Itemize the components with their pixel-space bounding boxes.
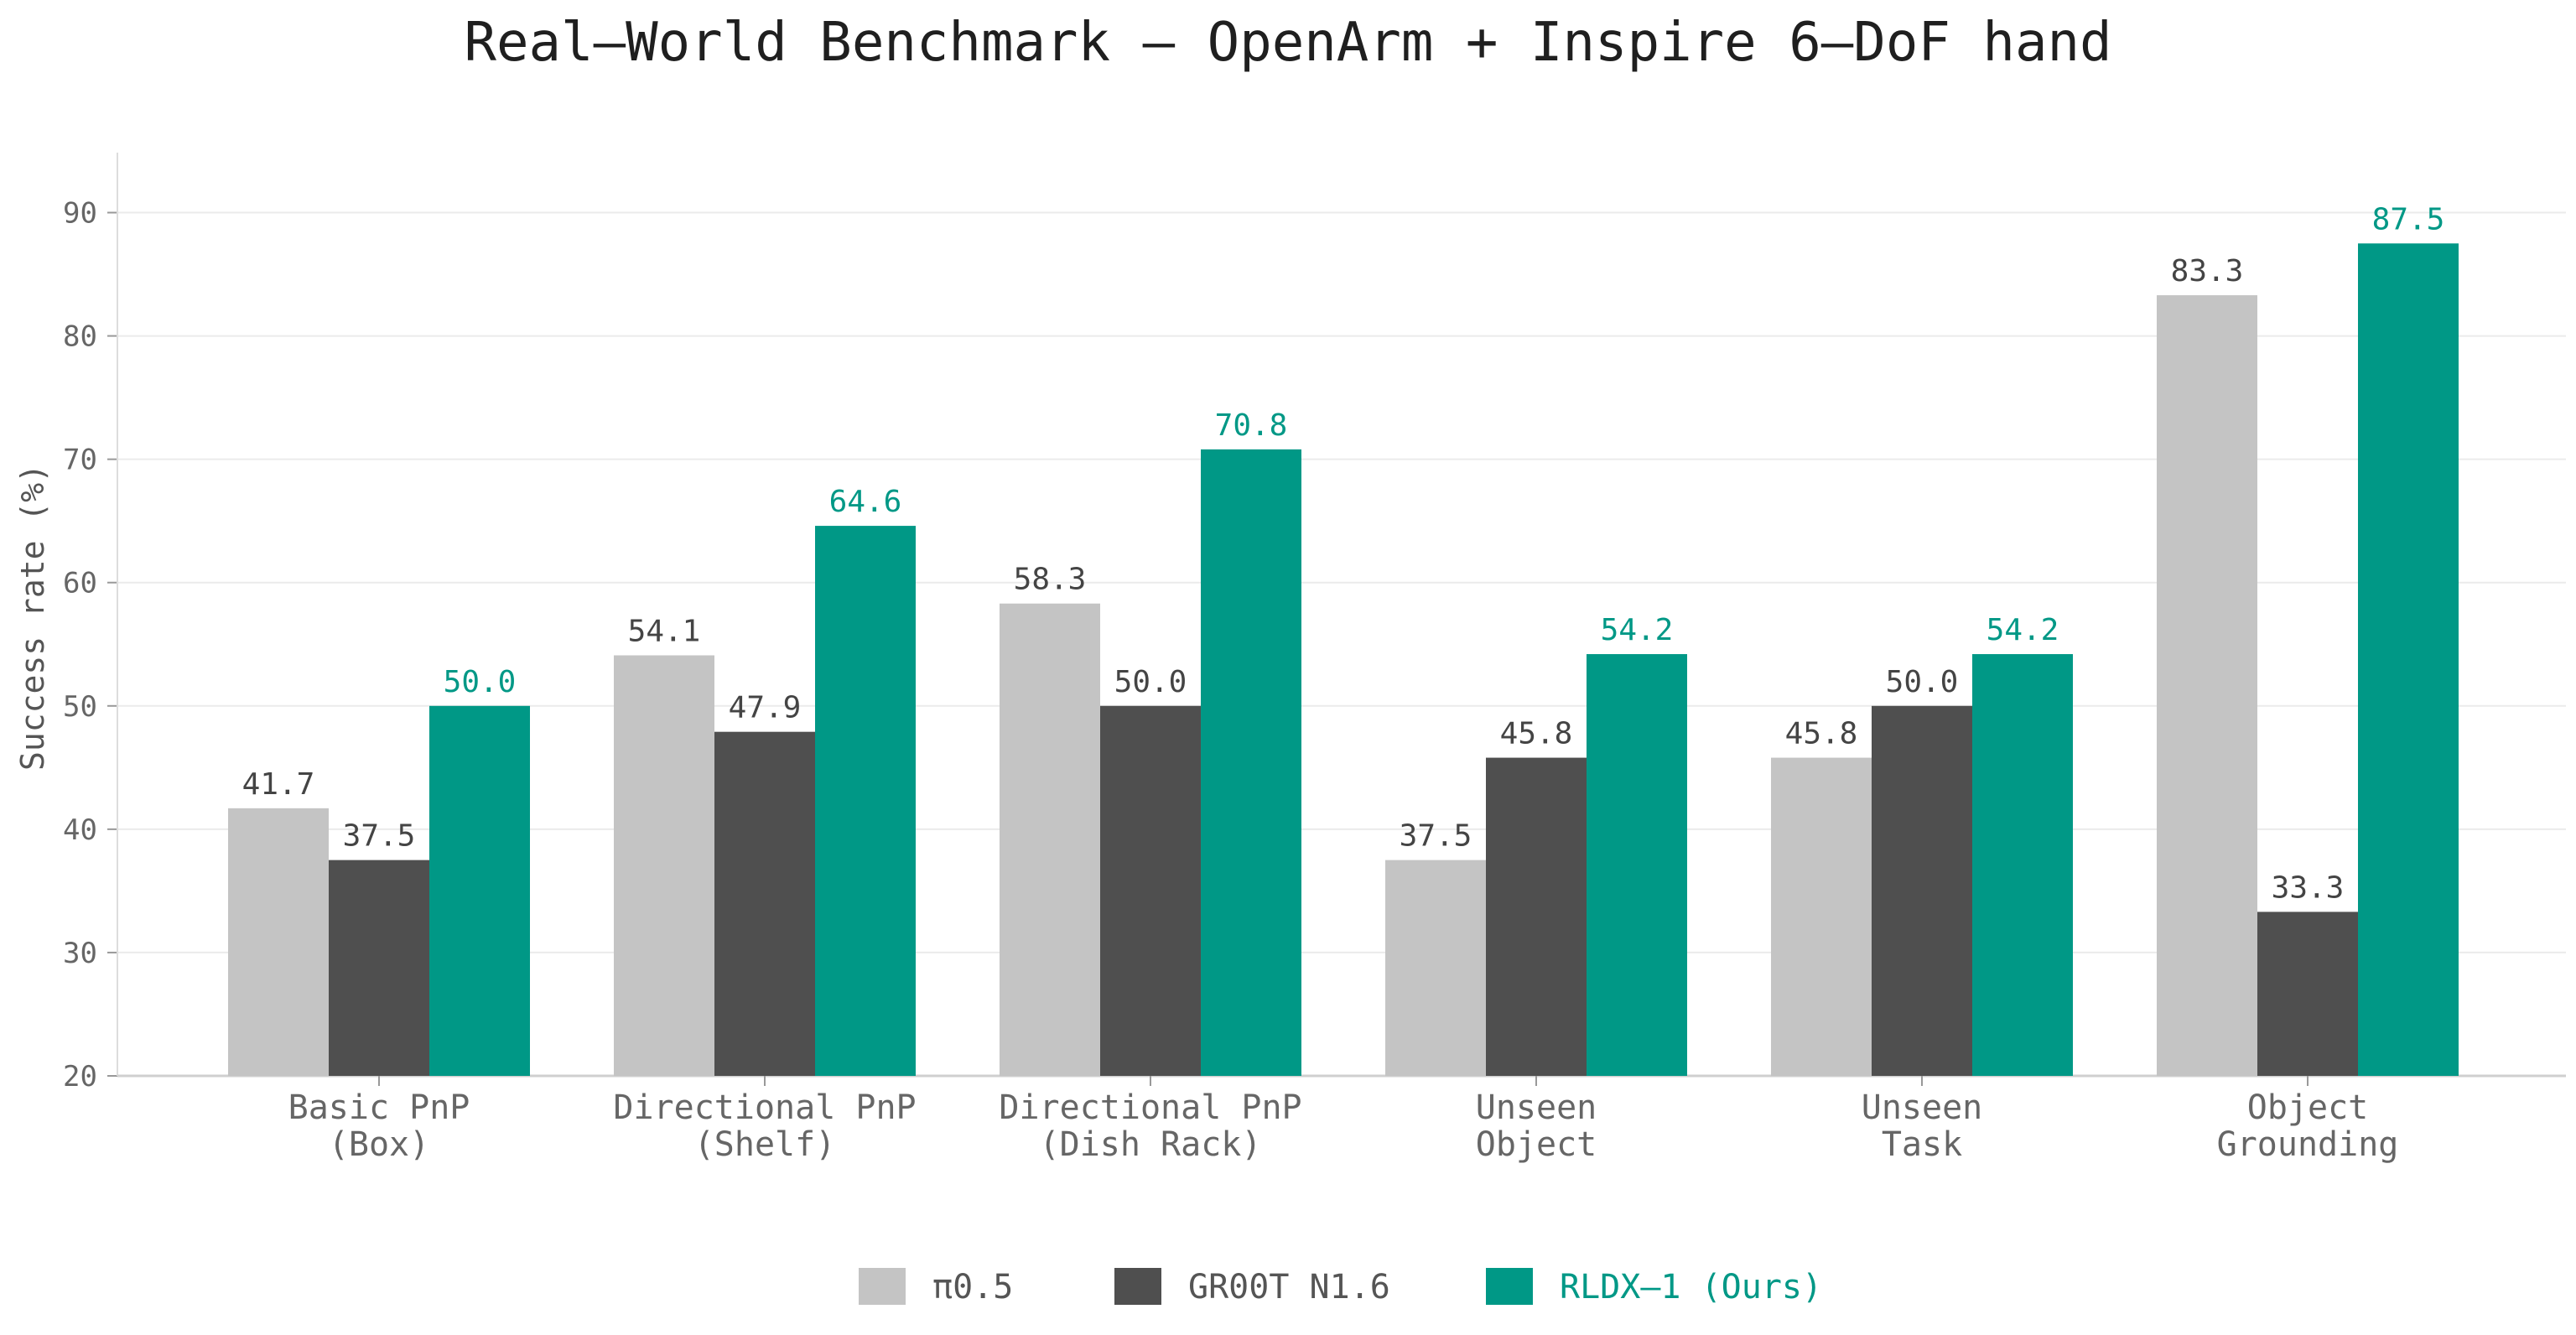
legend-swatch [1114,1268,1161,1305]
bar [1201,449,1301,1076]
bar [614,655,714,1076]
x-tick-label: Directional PnP [999,1088,1301,1127]
legend-swatch [1486,1268,1533,1305]
x-tick-label: Unseen [1862,1088,1983,1127]
y-tick-label: 60 [63,567,97,600]
bar [1587,654,1687,1076]
x-tick-label: Unseen [1476,1088,1597,1127]
data-label: 64.6 [829,485,902,519]
legend: π0.5 GR00T N1.6 RLDX–1 (Ours) [859,1268,1822,1306]
x-tick-label: Object [1476,1125,1597,1164]
data-label: 87.5 [2372,202,2445,236]
data-label: 37.5 [343,819,416,854]
bar [1771,757,1872,1076]
data-label: 50.0 [1114,665,1187,699]
y-tick-label: 80 [63,320,97,354]
data-label: 58.3 [1014,563,1087,597]
data-label: 45.8 [1785,717,1858,751]
data-label: 50.0 [444,665,517,699]
category-labels: Basic PnP(Box)Directional PnP(Shelf)Dire… [288,1088,2399,1164]
x-tick-label: Grounding [2217,1125,2399,1164]
x-tick-label: Object [2247,1088,2369,1127]
x-tick-label: (Box) [329,1125,429,1164]
bars [228,243,2459,1076]
x-tick-label: Directional PnP [613,1088,916,1127]
y-tick-label: 70 [63,444,97,477]
bar [1486,757,1587,1076]
data-label: 54.2 [1601,613,1674,647]
data-label: 41.7 [242,767,315,802]
y-tick-label: 50 [63,690,97,724]
legend-swatch [859,1268,906,1305]
bar [2358,243,2459,1076]
y-axis-label: Success rate (%) [14,464,51,771]
data-label: 83.3 [2171,254,2244,288]
y-tick-label: 20 [63,1060,97,1093]
y-tick-label: 40 [63,813,97,847]
bar [228,808,329,1076]
data-label: 70.8 [1215,408,1288,443]
x-tick-label: Basic PnP [288,1088,470,1127]
bar [2257,912,2358,1076]
bar [2157,295,2257,1076]
data-label: 50.0 [1886,665,1959,699]
bar [429,705,530,1076]
bar [714,731,815,1076]
data-label: 47.9 [729,691,802,725]
data-label: 33.3 [2272,870,2345,905]
legend-label: RLDX–1 (Ours) [1560,1268,1822,1306]
data-label: 54.2 [1987,613,2059,647]
bar [1872,705,1972,1076]
x-tick-label: Task [1882,1125,1962,1164]
bar [1000,603,1100,1076]
chart-title: Real–World Benchmark — OpenArm + Inspire… [464,12,2111,74]
legend-label: π0.5 [932,1268,1013,1306]
bar [1100,705,1201,1076]
y-tick-label: 90 [63,197,97,231]
bar [1385,860,1486,1076]
data-label: 54.1 [628,615,701,649]
data-label: 37.5 [1400,819,1472,854]
legend-label: GR00T N1.6 [1188,1268,1390,1306]
value-labels: 41.7 37.5 50.0 54.1 47.9 64.6 58.3 50.0 70.8 37.5… [242,202,2445,905]
bar [815,526,916,1076]
data-label: 45.8 [1500,717,1573,751]
x-tick-label: (Shelf) [694,1125,836,1164]
bar [1972,654,2073,1076]
x-tick-label: (Dish Rack) [1040,1125,1262,1164]
y-tick-label: 30 [63,937,97,970]
bar [329,860,429,1076]
